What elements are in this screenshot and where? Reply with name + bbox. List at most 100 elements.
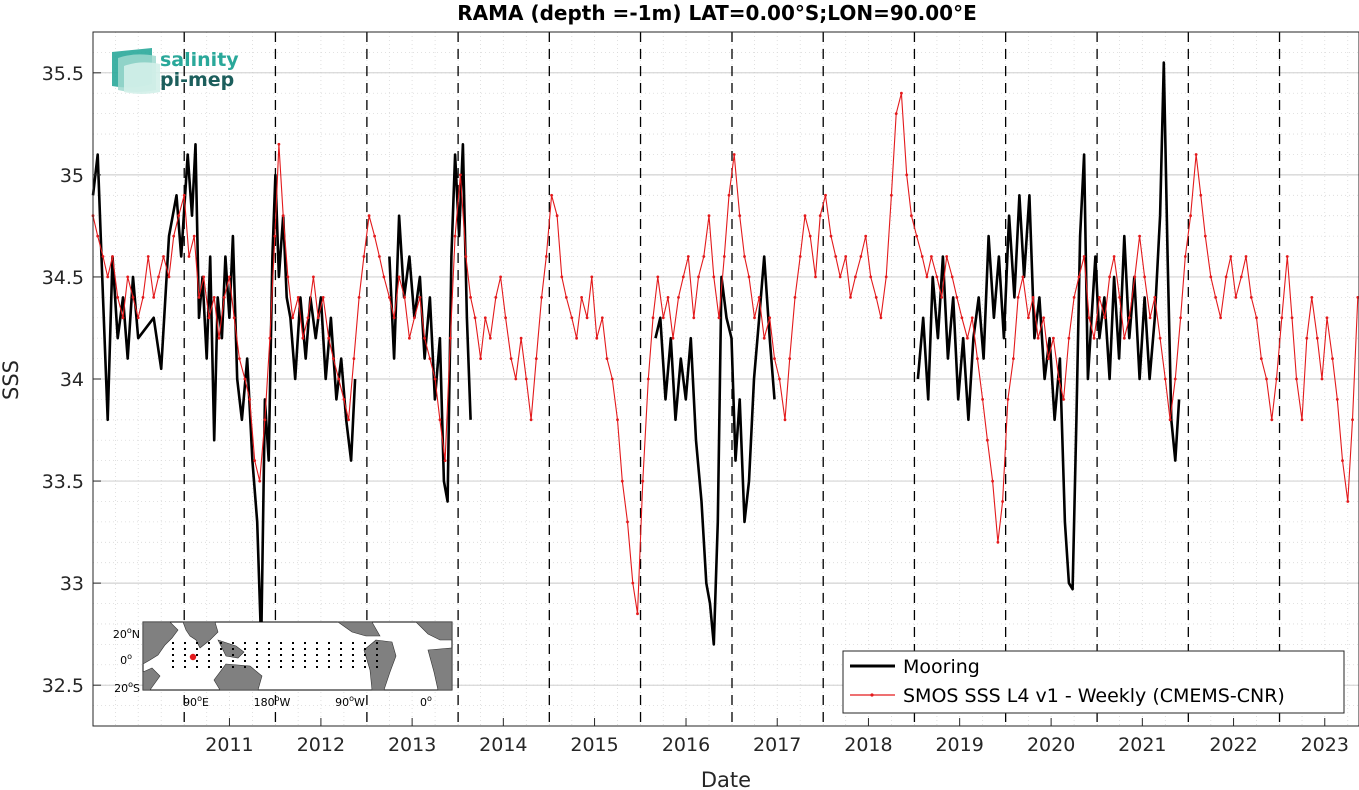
smos-data-point	[281, 214, 285, 218]
inset-map-land	[217, 639, 245, 659]
mooring-station-dot	[352, 648, 354, 650]
smos-data-point	[397, 275, 401, 279]
smos-data-point	[1072, 296, 1076, 299]
smos-data-point	[610, 377, 614, 381]
smos-data-point	[1219, 316, 1222, 320]
smos-data-point	[768, 316, 772, 320]
smos-data-point	[661, 316, 665, 320]
smos-data-point	[1098, 296, 1101, 299]
smos-data-point	[212, 296, 216, 299]
smos-data-point	[1087, 316, 1091, 320]
smos-data-point	[494, 296, 498, 299]
smos-data-point	[392, 316, 396, 320]
smos-data-point	[631, 581, 635, 585]
mooring-station-dot	[256, 648, 258, 650]
smos-data-point	[332, 357, 335, 360]
smos-data-point	[707, 214, 711, 218]
smos-data-point	[357, 296, 361, 299]
smos-data-point	[286, 275, 290, 279]
smos-data-point	[301, 336, 305, 340]
x-tick-label: 2023	[1301, 734, 1349, 756]
smos-data-point	[1280, 316, 1284, 320]
smos-data-point	[1127, 316, 1131, 320]
smos-data-point	[996, 540, 1000, 544]
mooring-station-dot	[256, 642, 258, 644]
smos-data-point	[352, 357, 356, 360]
mooring-station-dot	[184, 660, 186, 662]
mooring-station-dot	[304, 642, 306, 644]
smos-data-point	[570, 316, 574, 320]
smos-data-point	[981, 398, 984, 401]
x-tick-label: 2018	[844, 734, 892, 756]
smos-data-point	[585, 316, 589, 320]
mooring-station-dot	[172, 666, 174, 668]
smos-data-point	[464, 255, 468, 258]
legend-smos-marker	[870, 693, 874, 697]
x-tick-label: 2014	[479, 734, 527, 756]
smos-data-point	[976, 357, 979, 360]
smos-data-point	[1285, 255, 1289, 258]
mooring-station-dot	[364, 648, 366, 650]
y-axis-ticks: 32.5 33 33.5 34 34.5 35 35.5	[42, 63, 101, 697]
smos-data-point	[1244, 255, 1248, 258]
smos-data-point	[864, 234, 868, 238]
smos-data-point	[803, 214, 807, 218]
smos-data-point	[590, 275, 594, 279]
smos-data-point	[243, 377, 247, 381]
x-tick-label: 2013	[388, 734, 436, 756]
mooring-station-dot	[208, 648, 210, 650]
smos-data-point	[1275, 377, 1278, 381]
mooring-station-dot	[364, 654, 366, 656]
logo-line-1: salinity	[160, 49, 239, 71]
smos-data-point	[1173, 377, 1177, 381]
smos-data-point	[656, 275, 660, 279]
map-lon-label: 180oW	[254, 694, 291, 709]
x-tick-label: 2021	[1118, 734, 1166, 756]
smos-data-point	[646, 377, 650, 381]
smos-data-point	[1203, 234, 1207, 238]
smos-data-point	[342, 398, 346, 401]
smos-data-point	[152, 296, 156, 299]
smos-data-point	[388, 296, 391, 299]
smos-data-point	[488, 336, 492, 340]
inset-map-land	[363, 639, 397, 691]
mooring-station-dot	[280, 666, 282, 668]
smos-data-point	[879, 316, 883, 320]
smos-data-point	[1325, 316, 1329, 320]
x-tick-label: 2012	[297, 734, 345, 756]
smos-data-point	[258, 479, 262, 483]
smos-data-point	[580, 296, 583, 299]
mooring-series-line	[916, 61, 1181, 591]
smos-data-point	[378, 255, 381, 258]
mooring-station-dot	[244, 660, 246, 662]
smos-data-point	[1290, 316, 1294, 320]
wave-icon	[112, 48, 160, 94]
smos-data-point	[268, 336, 272, 340]
smos-data-point	[403, 296, 406, 299]
y-tick-label: 35.5	[42, 63, 84, 85]
smos-data-point	[854, 275, 857, 279]
mooring-station-dot	[232, 642, 234, 644]
smos-data-point	[1234, 296, 1238, 299]
smos-data-point	[620, 479, 624, 483]
mooring-station-dot	[352, 660, 354, 662]
smos-data-point	[182, 193, 186, 197]
smos-data-point	[418, 296, 422, 299]
mooring-station-dot	[316, 654, 318, 656]
mooring-station-dot	[352, 666, 354, 668]
smos-data-point	[692, 316, 696, 320]
smos-data-point	[671, 336, 675, 340]
mooring-station-dot	[376, 642, 378, 644]
y-axis-label: SSS	[0, 360, 23, 400]
smos-data-point	[636, 612, 639, 616]
x-tick-label: 2016	[662, 734, 710, 756]
mooring-series-line	[654, 255, 776, 646]
smos-data-point	[778, 377, 781, 381]
mooring-station-dot	[232, 660, 234, 662]
smos-data-point	[884, 275, 888, 279]
smos-data-point	[651, 316, 655, 320]
smos-data-point	[1133, 275, 1137, 279]
smos-data-point	[550, 193, 553, 197]
smos-data-point	[382, 275, 386, 279]
mooring-station-dot	[292, 660, 294, 662]
